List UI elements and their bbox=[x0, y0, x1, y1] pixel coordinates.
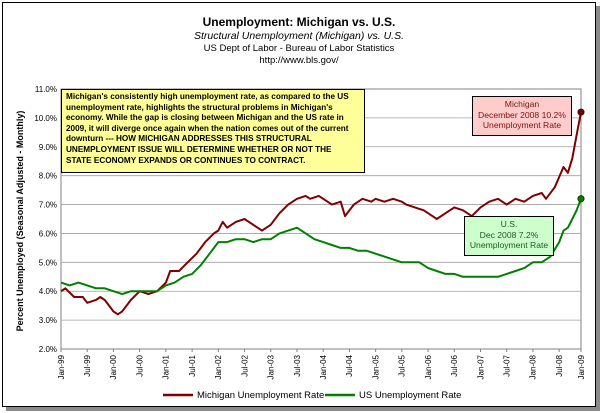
note-line: 2009, it will diverge once again when th… bbox=[66, 123, 349, 133]
michigan-callout-line: Unemployment Rate bbox=[482, 120, 562, 131]
x-tick-label: Jan-06 bbox=[424, 354, 433, 379]
endpoint-michigan bbox=[577, 108, 585, 116]
us-callout-line: U.S. bbox=[500, 219, 518, 229]
y-tick-label: 4.0% bbox=[39, 287, 57, 296]
legend: Michigan Unemployment Rate US Unemployme… bbox=[153, 388, 483, 402]
note-line: STATE ECONOMY EXPANDS OR CONTINUES TO CO… bbox=[66, 155, 306, 165]
x-tick-label: Jul-08 bbox=[555, 354, 564, 376]
source-line-1: US Dept of Labor - Bureau of Labor Stati… bbox=[204, 43, 395, 54]
y-tick-label: 3.0% bbox=[39, 316, 57, 325]
us-callout-line: Dec 2008 7.2% bbox=[479, 229, 539, 240]
chart-frame: Unemployment: Michigan vs. U.S. Structur… bbox=[2, 2, 596, 407]
chart-subtitle: Structural Unemployment (Michigan) vs. U… bbox=[194, 30, 404, 42]
note-line: economy. While the gap is closing betwee… bbox=[66, 113, 344, 123]
x-tick-label: Jul-00 bbox=[135, 354, 144, 376]
x-tick-label: Jul-06 bbox=[450, 354, 459, 376]
x-tick-label: Jul-04 bbox=[345, 354, 354, 376]
x-tick-label: Jan-07 bbox=[476, 354, 485, 379]
michigan-callout: Michigan December 2008 10.2% Unemploymen… bbox=[472, 96, 572, 136]
x-tick-label: Jul-99 bbox=[83, 354, 92, 376]
x-tick-label: Jan-08 bbox=[529, 354, 538, 379]
x-tick-label: Jul-05 bbox=[398, 354, 407, 376]
chart-title: Unemployment: Michigan vs. U.S. bbox=[203, 15, 396, 29]
x-tick-label: Jan-99 bbox=[57, 354, 66, 379]
note-line: downturn --- HOW MICHIGAN ADDRESSES THIS… bbox=[66, 134, 312, 144]
y-tick-label: 10.0% bbox=[34, 114, 57, 123]
note-line: Michigan's consistently high unemploymen… bbox=[66, 92, 349, 101]
us-callout-line: Unemployment Rate bbox=[469, 240, 549, 251]
note-line: unemployment rate, highlights the struct… bbox=[66, 102, 333, 112]
y-tick-label: 2.0% bbox=[39, 345, 57, 354]
y-tick-label: 6.0% bbox=[39, 229, 57, 238]
commentary-note: Michigan's consistently high unemploymen… bbox=[61, 89, 365, 173]
x-tick-label: Jan-02 bbox=[214, 354, 223, 379]
x-tick-label: Jul-02 bbox=[240, 354, 249, 376]
x-tick-label: Jul-03 bbox=[293, 354, 302, 376]
y-tick-label: 8.0% bbox=[39, 172, 57, 181]
x-tick-label: Jan-04 bbox=[319, 354, 328, 379]
x-tick-label: Jan-01 bbox=[162, 354, 171, 379]
y-axis-label: Percent Unemployed (Seasonal Adjusted - … bbox=[15, 111, 25, 332]
x-axis-ticks: Jan-99 Jul-99 Jan-00 Jul-00 Jan-01 Jul-01 Jan-… bbox=[57, 349, 586, 379]
x-tick-label: Jan-09 bbox=[577, 354, 586, 379]
michigan-callout-line: Michigan bbox=[504, 99, 540, 109]
x-tick-label: Jul-01 bbox=[188, 354, 197, 376]
endpoint-us bbox=[577, 195, 585, 203]
y-axis-ticks: 2.0% 3.0% 4.0% 5.0% 6.0% 7.0% 8.0% 9.0% 10.0% 11.… bbox=[34, 85, 57, 354]
series-line-us bbox=[60, 198, 582, 296]
michigan-callout-line: December 2008 10.2% bbox=[478, 109, 566, 120]
note-line: UNEMPLOYMENT ISSUE WILL DETERMINE WHETHE… bbox=[66, 144, 332, 154]
legend-us: US Unemployment Rate bbox=[359, 390, 461, 401]
series-lines bbox=[60, 108, 585, 316]
y-tick-label: 7.0% bbox=[39, 201, 57, 210]
unemployment-chart: Unemployment: Michigan vs. U.S. Structur… bbox=[15, 15, 586, 402]
x-tick-label: Jan-05 bbox=[371, 354, 380, 379]
y-tick-label: 9.0% bbox=[39, 143, 57, 152]
x-tick-label: Jan-00 bbox=[109, 354, 118, 379]
y-tick-label: 5.0% bbox=[39, 258, 57, 267]
us-callout: U.S. Dec 2008 7.2% Unemployment Rate bbox=[464, 216, 554, 256]
x-tick-label: Jan-03 bbox=[267, 354, 276, 379]
y-tick-label: 11.0% bbox=[35, 85, 57, 94]
legend-michigan: Michigan Unemployment Rate bbox=[197, 390, 324, 401]
x-tick-label: Jul-07 bbox=[503, 354, 512, 376]
source-line-2: http://www.bls.gov/ bbox=[259, 55, 339, 66]
